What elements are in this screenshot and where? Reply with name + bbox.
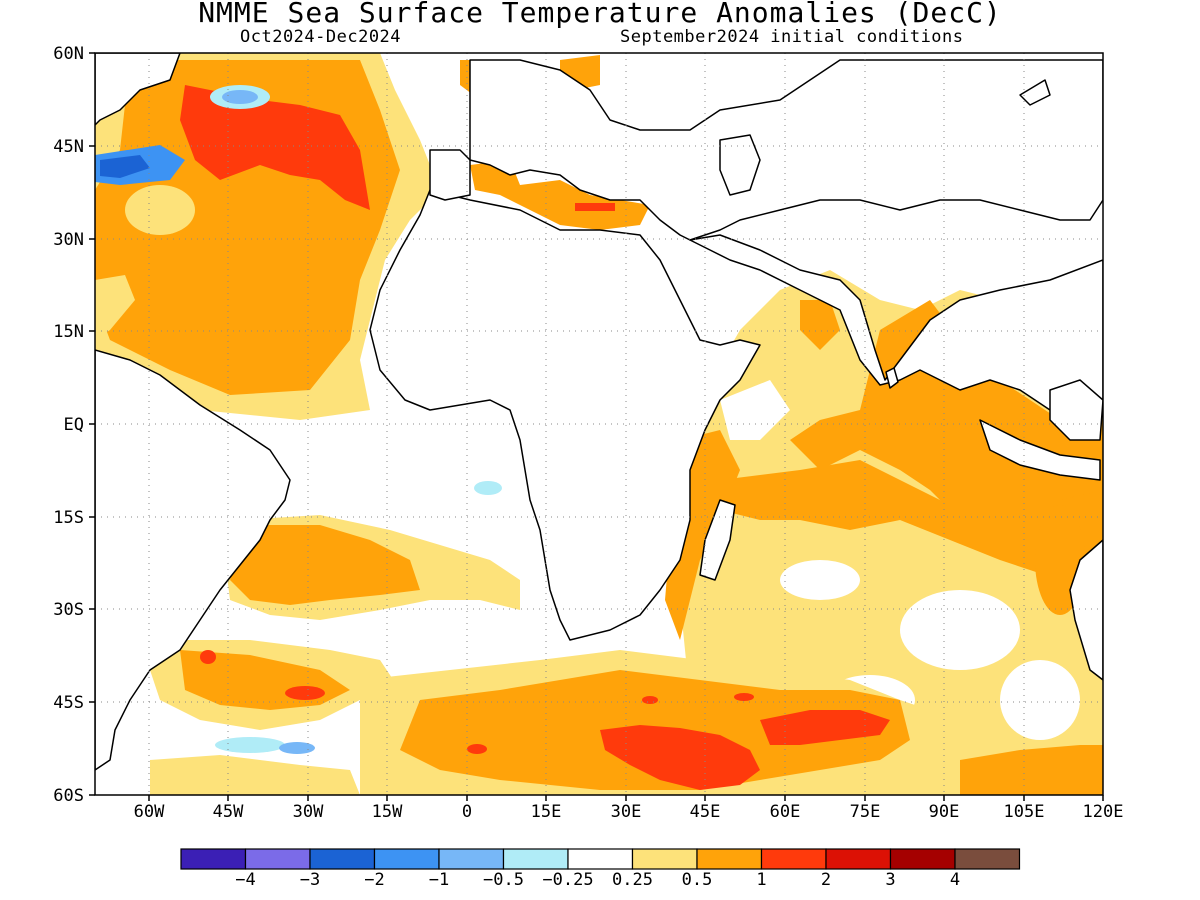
colorbar-swatch xyxy=(180,848,247,870)
colorbar-tick-label: −0.5 xyxy=(483,870,524,890)
colorbar-tick-label: 0.5 xyxy=(681,870,713,890)
lon-label: 60E xyxy=(769,802,801,822)
colorbar-tick-label: 1 xyxy=(756,870,767,890)
colorbar-tick-label: −3 xyxy=(299,870,321,890)
colorbar-tick-label: 2 xyxy=(820,870,832,890)
lon-label: 120E xyxy=(1082,802,1124,822)
south-atlantic-anomaly-area xyxy=(150,481,520,795)
lat-label: 30S xyxy=(53,600,84,620)
lon-label: 0 xyxy=(461,802,473,822)
lat-label: 45N xyxy=(53,137,84,157)
colorbar-swatch xyxy=(760,848,827,870)
southern-ocean-anomaly-area xyxy=(360,650,1103,795)
lon-label: 30W xyxy=(292,802,324,822)
lon-label: 75E xyxy=(849,802,881,822)
colorbar-tick-label: 4 xyxy=(949,870,961,890)
colorbar-swatch xyxy=(696,848,763,870)
lon-label: 15W xyxy=(371,802,403,822)
lon-label: 105E xyxy=(1003,802,1045,822)
lat-label: 30N xyxy=(53,230,84,250)
colorbar-tick-label: −4 xyxy=(235,870,256,890)
colorbar-swatch xyxy=(438,848,505,870)
colorbar-swatch xyxy=(889,848,956,870)
lat-label: 60S xyxy=(53,786,84,806)
lat-label: 45S xyxy=(53,693,84,713)
lat-label: EQ xyxy=(63,415,84,435)
colorbar-swatch xyxy=(631,848,698,870)
continents xyxy=(95,53,1103,771)
north-atlantic-anomaly-area xyxy=(95,53,440,420)
lat-label: 60N xyxy=(53,44,84,64)
colorbar-swatch xyxy=(954,848,1021,870)
lon-label: 30E xyxy=(610,802,642,822)
colorbar-tick-label: −1 xyxy=(428,870,450,890)
colorbar-tick-label: −2 xyxy=(364,870,385,890)
initial-conditions-label: September2024 initial conditions xyxy=(620,27,964,47)
graticule xyxy=(95,53,1103,795)
colorbar-swatch xyxy=(244,848,311,870)
lon-label: 45E xyxy=(689,802,721,822)
lon-label: 45W xyxy=(212,802,244,822)
forecast-period: Oct2024-Dec2024 xyxy=(240,27,402,47)
colorbar-tick-label: 3 xyxy=(885,870,896,890)
colorbar-swatch xyxy=(309,848,376,870)
lat-label: 15N xyxy=(53,322,84,342)
axis-ticks xyxy=(89,52,1104,801)
colorbar-tick-label: −0.25 xyxy=(542,870,594,890)
colorbar-swatch xyxy=(567,848,634,870)
colorbar xyxy=(180,848,1021,870)
lon-label: 60W xyxy=(133,802,165,822)
lon-label: 90E xyxy=(928,802,960,822)
colorbar-swatch xyxy=(502,848,569,870)
colorbar-tick-label: 0.25 xyxy=(612,870,653,890)
colorbar-swatch xyxy=(373,848,440,870)
lon-label: 15E xyxy=(530,802,562,822)
lat-label: 15S xyxy=(53,508,84,528)
colorbar-swatch xyxy=(825,848,892,870)
map-title: NMME Sea Surface Temperature Anomalies (… xyxy=(198,0,1002,29)
